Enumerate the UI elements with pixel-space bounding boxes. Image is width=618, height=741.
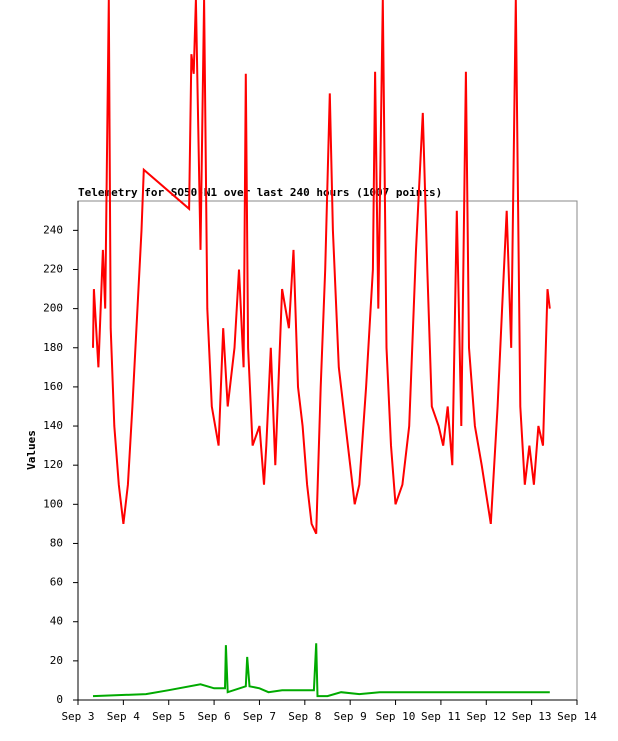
y-tick-label: 0 — [56, 693, 63, 706]
y-axis-label: Values — [25, 430, 38, 470]
y-tick-label: 80 — [50, 536, 63, 549]
x-tick-label: Sep 9 — [334, 710, 367, 723]
chart-title: Telemetry for SO50-N1 over last 240 hour… — [78, 186, 442, 199]
y-tick-label: 100 — [43, 497, 63, 510]
y-tick-label: 140 — [43, 419, 63, 432]
y-tick-label: 20 — [50, 654, 63, 667]
x-tick-label: Sep 4 — [107, 710, 140, 723]
x-tick-label: Sep 5 — [152, 710, 185, 723]
x-tick-label: Sep 11 — [421, 710, 461, 723]
plot-frame — [77, 200, 578, 701]
y-tick-label: 40 — [50, 615, 63, 628]
series-line — [92, 643, 550, 698]
y-tick-label: 180 — [43, 341, 63, 354]
x-tick-label: Sep 13 — [512, 710, 552, 723]
y-tick-label: 160 — [43, 380, 63, 393]
x-tick-label: Sep 6 — [198, 710, 231, 723]
y-tick-label: 120 — [43, 458, 63, 471]
y-tick-label: 60 — [50, 576, 63, 589]
x-tick-label: Sep 7 — [243, 710, 276, 723]
series-line — [92, 0, 551, 535]
y-tick-label: 200 — [43, 302, 63, 315]
x-tick-label: Sep 14 — [557, 710, 597, 723]
x-tick-label: Sep 12 — [466, 710, 506, 723]
y-tick-label: 240 — [43, 223, 63, 236]
y-tick-label: 220 — [43, 262, 63, 275]
x-tick-label: Sep 3 — [61, 710, 94, 723]
x-tick-label: Sep 8 — [288, 710, 321, 723]
x-tick-label: Sep 10 — [376, 710, 416, 723]
